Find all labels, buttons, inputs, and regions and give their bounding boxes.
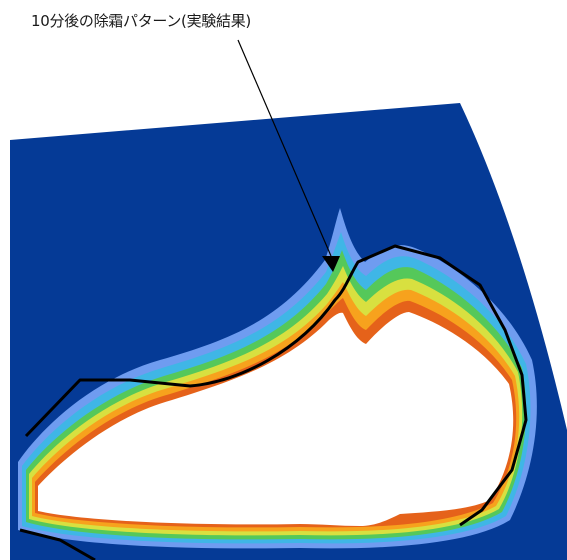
design-outline-bottom-left <box>19 528 96 560</box>
design-outline <box>24 244 528 527</box>
annotation-arrowhead <box>322 256 340 272</box>
annotation-label: 10分後の除霜パターン(実験結果) <box>31 12 251 30</box>
cleared-area <box>38 312 514 526</box>
annotation-leader-line <box>237 39 332 257</box>
